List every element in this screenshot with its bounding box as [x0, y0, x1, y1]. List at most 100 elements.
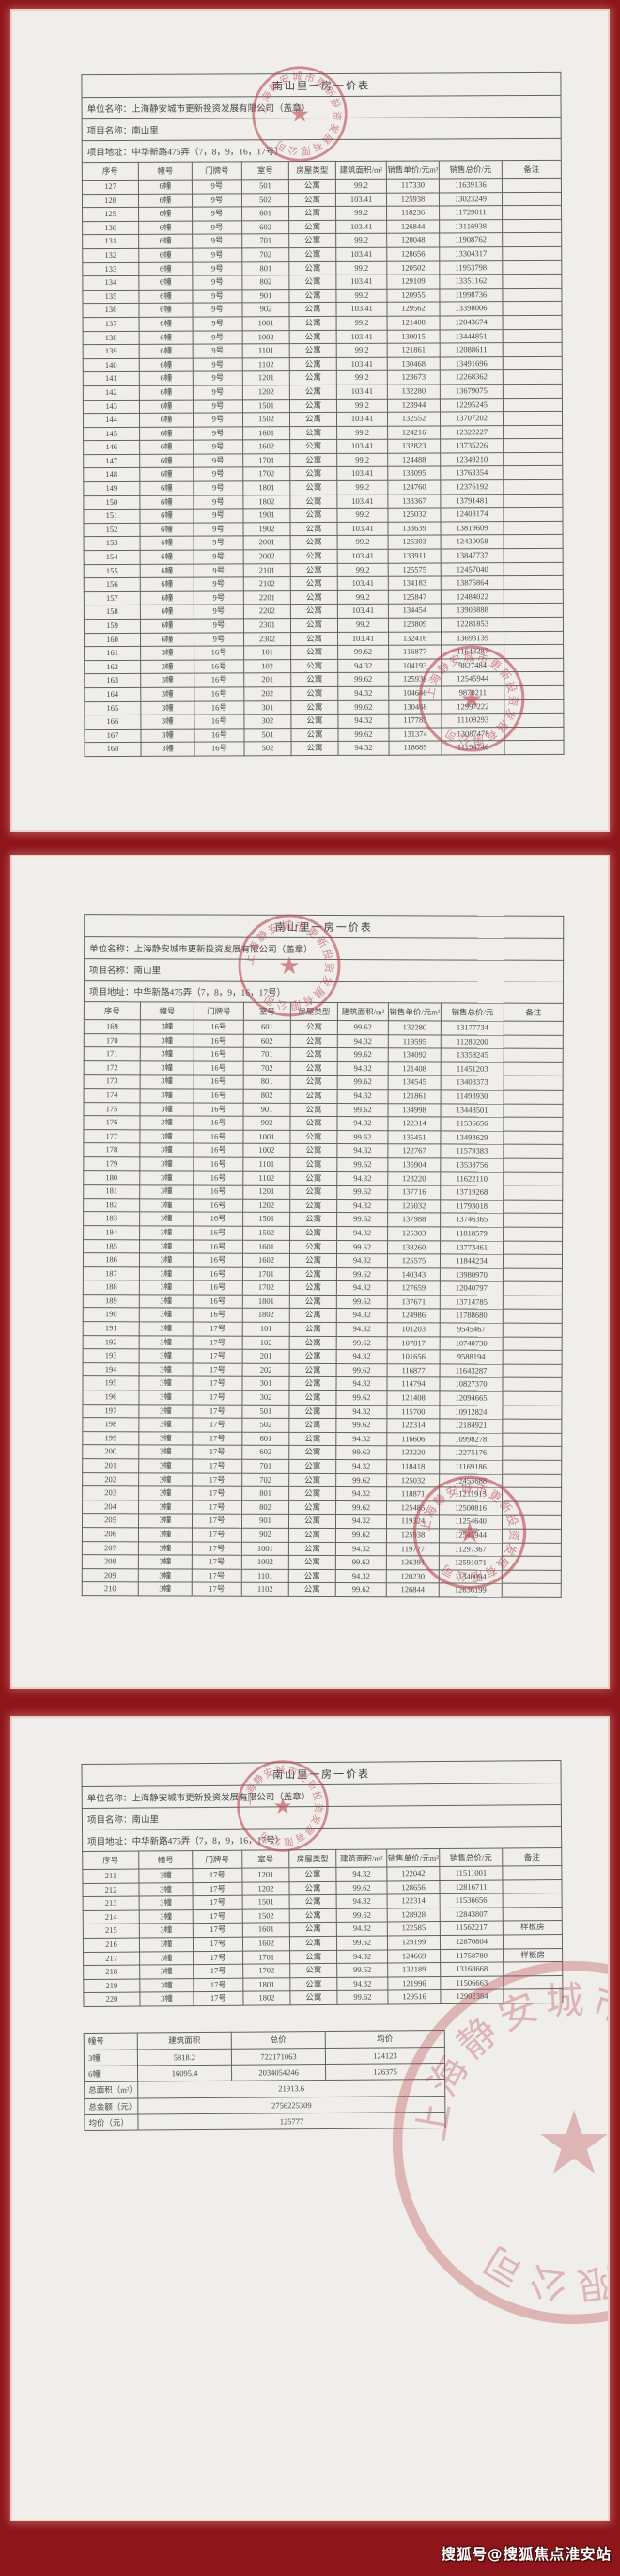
- table-cell: 12349210: [440, 452, 504, 467]
- table-cell: 16号: [193, 1266, 243, 1281]
- table-cell: 16号: [193, 1129, 243, 1144]
- table-cell: 2302: [243, 632, 291, 647]
- table-cell: 6幢: [140, 619, 194, 633]
- table-cell: 103.41: [337, 604, 389, 619]
- table-cell: 171: [84, 1046, 141, 1061]
- table-cell: 124123: [325, 2047, 445, 2065]
- table-cell: 150: [83, 495, 140, 510]
- table-cell: [503, 1199, 563, 1214]
- table-cell: 183: [83, 1211, 140, 1226]
- table-cell: 公寓: [289, 370, 337, 385]
- table-cell: 129562: [386, 302, 441, 317]
- table-cell: 公寓: [290, 576, 338, 591]
- table-cell: 99.62: [336, 1295, 388, 1310]
- table-cell: 3幢: [139, 1349, 194, 1363]
- table-cell: 901: [241, 1514, 289, 1529]
- table-cell: 99.2: [337, 618, 389, 633]
- table-cell: [502, 259, 562, 275]
- table-cell: 3幢: [139, 1280, 194, 1295]
- table-cell: [503, 1213, 563, 1228]
- table-cell: 103.41: [335, 275, 387, 290]
- table-cell: 601: [241, 1432, 289, 1446]
- table-cell: 1501: [242, 1894, 290, 1909]
- table-cell: 99.62: [335, 1880, 388, 1895]
- table-cell: 3幢: [140, 1060, 194, 1076]
- column-header: 备注: [504, 1003, 564, 1022]
- table-cell: [503, 1254, 563, 1269]
- table-cell: 9号: [193, 509, 243, 523]
- table-cell: 103.41: [335, 302, 388, 317]
- table-cell: 1701: [242, 1266, 290, 1281]
- table-cell: [503, 479, 563, 495]
- table-cell: 133095: [387, 466, 441, 481]
- table-cell: 9号: [193, 330, 243, 345]
- sheet-page-3: 南山里一房一价表 单位名称：上海静安城市更新投资发展有限公司（盖章） 项目名称：…: [81, 1760, 565, 2131]
- table-cell: 12281853: [441, 617, 504, 632]
- table-cell: 16号: [194, 728, 245, 743]
- table-cell: 3幢: [84, 2049, 138, 2066]
- table-cell: 6幢: [138, 220, 193, 235]
- table-cell: 135904: [387, 1157, 441, 1172]
- table-cell: 3幢: [140, 1019, 194, 1034]
- table-cell: [503, 1117, 564, 1132]
- table-cell: 13444851: [440, 329, 504, 344]
- table-cell: 3幢: [139, 1964, 194, 1979]
- table-cell: 702: [241, 247, 289, 262]
- table-cell: 12376192: [440, 479, 504, 495]
- column-header: 房屋类型: [288, 161, 336, 180]
- table-cell: 公寓: [289, 1199, 337, 1213]
- table-cell: 301: [241, 1376, 290, 1391]
- table-cell: 136: [82, 303, 140, 318]
- table-cell: 公寓: [288, 1459, 336, 1474]
- table-cell: 公寓: [290, 672, 338, 687]
- table-cell: [504, 727, 565, 742]
- table-cell: 133: [82, 261, 139, 276]
- column-header: 建筑面积/m²: [337, 1002, 389, 1021]
- table-cell: 13358245: [441, 1048, 504, 1062]
- table-cell: 13491696: [440, 356, 504, 371]
- table-cell: 3幢: [140, 659, 194, 674]
- table-cell: 6幢: [138, 261, 193, 276]
- table-cell: 3幢: [139, 1951, 194, 1966]
- table-cell: 130015: [387, 329, 441, 344]
- table-cell: [502, 1405, 563, 1420]
- table-cell: 13448501: [441, 1103, 504, 1118]
- table-cell: 6幢: [139, 426, 194, 441]
- table-cell: 6幢: [139, 317, 194, 331]
- table-cell: 103.41: [336, 385, 388, 399]
- table-cell: 3幢: [139, 1212, 194, 1226]
- table-cell: 公寓: [290, 1047, 338, 1062]
- table-cell: 12275176: [439, 1446, 503, 1461]
- table-cell: 11622110: [440, 1171, 504, 1186]
- table-cell: 13714785: [440, 1295, 504, 1310]
- table-cell: 13693139: [441, 631, 504, 646]
- table-cell: 3幢: [139, 1239, 194, 1254]
- table-cell: 12268362: [440, 369, 504, 385]
- table-cell: 203: [82, 1485, 139, 1500]
- table-cell: 公寓: [288, 1514, 336, 1529]
- table-cell: 177: [83, 1129, 140, 1144]
- table-cell: [503, 1907, 563, 1922]
- table-cell: 1102: [242, 357, 290, 372]
- table-cell: 3幢: [139, 1321, 194, 1336]
- table-cell: 公寓: [290, 590, 338, 605]
- table-cell: 722171063: [231, 2048, 326, 2066]
- table-cell: 134: [82, 275, 139, 291]
- table-cell: 9号: [193, 399, 243, 414]
- table-cell: 公寓: [288, 261, 336, 275]
- table-cell: 3幢: [139, 1170, 194, 1186]
- table-cell: 17号: [193, 1362, 243, 1377]
- table-cell: 125303: [387, 1226, 441, 1241]
- table-cell: 137: [83, 317, 140, 332]
- table-cell: 16号: [193, 1185, 243, 1199]
- table-cell: 1801: [242, 1295, 290, 1309]
- table-cell: [503, 1158, 563, 1172]
- table-cell: 11643287: [440, 1363, 504, 1378]
- table-cell: [503, 356, 563, 370]
- table-cell: 17号: [193, 1895, 243, 1910]
- table-cell: 103.41: [337, 631, 389, 646]
- table-cell: [502, 1515, 562, 1530]
- table-cell: 118236: [386, 206, 440, 220]
- table-cell: 16号: [193, 1212, 243, 1227]
- table-cell: 公寓: [289, 1212, 337, 1227]
